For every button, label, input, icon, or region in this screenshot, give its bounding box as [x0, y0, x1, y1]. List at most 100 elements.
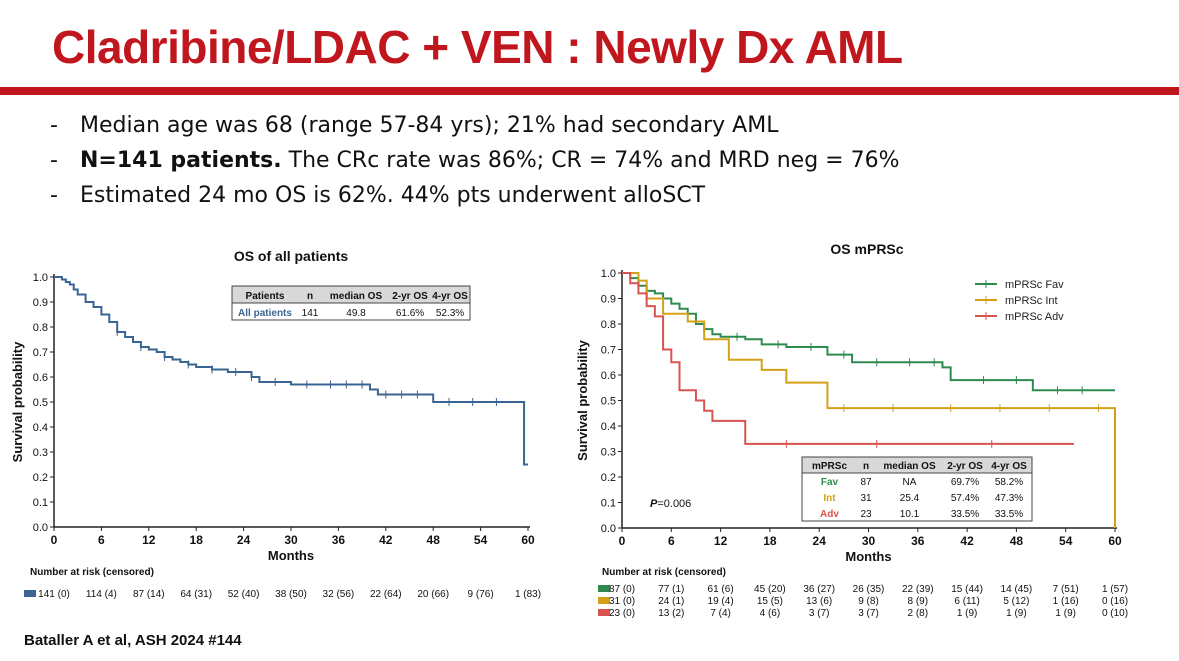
legend-label: mPRSc Int: [1005, 295, 1058, 307]
risk-value: 20 (66): [417, 589, 449, 600]
risk-value: 0 (10): [1102, 608, 1128, 619]
risk-value: 0 (16): [1102, 596, 1128, 607]
summary-table-header-bg: [231, 285, 471, 304]
summary-table-header-bg: [801, 456, 1033, 474]
os-all-patients-chart: OS of all patients 0.0 0.1 0.2 0.3 0.4 0.5 0.6 0…: [10, 248, 541, 600]
risk-value: 61 (6): [708, 584, 734, 595]
summary-table-header: 4-yr OS: [991, 461, 1027, 472]
y-tick-label: 0.3: [601, 447, 616, 459]
summary-table-header: median OS: [330, 291, 383, 302]
risk-value: 9 (8): [858, 596, 879, 607]
risk-value: 1 (16): [1053, 596, 1079, 607]
y-tick-label: 0.4: [33, 422, 48, 434]
risk-value: 22 (64): [370, 589, 402, 600]
y-tick-label: 0.5: [601, 396, 616, 408]
legend-label: mPRSc Adv: [1005, 311, 1064, 323]
x-tick-label: 54: [1059, 534, 1073, 548]
bullet-marker: -: [50, 148, 58, 173]
x-tick-label: 18: [190, 533, 204, 547]
y-tick-label: 1.0: [601, 268, 616, 280]
x-tick-label: 48: [427, 533, 441, 547]
y-tick-label: 0.8: [601, 319, 616, 331]
x-tick-label: 18: [763, 534, 777, 548]
x-axis-label: Months: [268, 548, 314, 563]
y-axis-label: Survival probability: [10, 341, 25, 462]
summary-table-header: 2-yr OS: [392, 291, 428, 302]
y-tick-label: 0.2: [33, 472, 48, 484]
summary-table-cell: 10.1: [900, 509, 920, 520]
summary-table-cell: 69.7%: [951, 477, 979, 488]
y-tick-label: 0.6: [33, 372, 48, 384]
risk-value: 13 (6): [806, 596, 832, 607]
summary-table-header: 2-yr OS: [947, 461, 983, 472]
summary-table-cell: All patients: [238, 308, 292, 319]
bullet-bold: N=141 patients.: [80, 148, 282, 173]
summary-table-header: n: [863, 461, 869, 472]
risk-value: 36 (27): [803, 584, 835, 595]
y-tick-label: 0.3: [33, 447, 48, 459]
summary-table-cell: 31: [860, 493, 872, 504]
risk-value: 13 (2): [658, 608, 684, 619]
summary-table-cell: NA: [903, 477, 917, 488]
x-tick-label: 30: [862, 534, 876, 548]
km-curve-mprsc-fav: [622, 272, 1115, 392]
risk-value: 141 (0): [38, 589, 70, 600]
km-curve-all-patients: [54, 276, 528, 466]
y-tick-label: 0.0: [33, 522, 48, 534]
risk-value: 7 (51): [1053, 584, 1079, 595]
y-tick-label: 0.7: [33, 347, 48, 359]
title-bold: Cladribine/LDAC + VEN :: [52, 21, 582, 73]
x-tick-label: 24: [237, 533, 251, 547]
y-tick-label: 0.4: [601, 421, 616, 433]
bullet-item: - Median age was 68 (range 57-84 yrs); 21…: [50, 108, 900, 143]
risk-value: 5 (12): [1003, 596, 1029, 607]
risk-value: 1 (9): [1055, 608, 1076, 619]
p-value-annotation: P=0.006: [650, 498, 691, 510]
risk-value: 1 (9): [957, 608, 978, 619]
y-tick-label: 0.8: [33, 322, 48, 334]
chart-title: OS mPRSc: [830, 241, 903, 257]
bullet-marker: -: [50, 183, 58, 208]
risk-value: 4 (6): [760, 608, 781, 619]
risk-table-label: Number at risk (censored): [30, 567, 154, 578]
summary-table-cell: 25.4: [900, 493, 920, 504]
risk-value: 24 (1): [658, 596, 684, 607]
risk-value: 1 (9): [1006, 608, 1027, 619]
summary-table-header: n: [307, 291, 313, 302]
slide-title: Cladribine/LDAC + VEN : Newly Dx AML: [52, 20, 903, 74]
x-axis-label: Months: [845, 549, 891, 564]
y-tick-label: 0.0: [601, 523, 616, 535]
risk-value: 114 (4): [86, 589, 117, 600]
y-tick-label: 0.1: [33, 497, 48, 509]
risk-row-swatch: [598, 597, 610, 604]
risk-value: 22 (39): [902, 584, 934, 595]
risk-table-label: Number at risk (censored): [602, 567, 726, 578]
summary-table-cell: 47.3%: [995, 493, 1023, 504]
x-tick-label: 60: [521, 533, 535, 547]
risk-value: 38 (50): [275, 589, 307, 600]
risk-value: 45 (20): [754, 584, 786, 595]
risk-value: 77 (1): [658, 584, 684, 595]
summary-table-cell: 23: [860, 509, 872, 520]
x-tick-label: 0: [619, 534, 626, 548]
x-tick-label: 30: [284, 533, 298, 547]
risk-value: 26 (35): [853, 584, 885, 595]
summary-table-header: median OS: [883, 461, 936, 472]
summary-table-cell: 87: [860, 477, 872, 488]
p-value-label: P: [650, 498, 658, 510]
chart-title: OS of all patients: [234, 248, 349, 264]
x-tick-label: 42: [379, 533, 393, 547]
p-value-number: =0.006: [657, 498, 691, 510]
summary-table-cell: Fav: [821, 477, 839, 488]
risk-row-swatch: [598, 609, 610, 616]
y-tick-label: 1.0: [33, 272, 48, 284]
risk-value: 3 (7): [858, 608, 879, 619]
x-tick-label: 60: [1108, 534, 1122, 548]
x-tick-label: 6: [98, 533, 105, 547]
y-axis-label: Survival probability: [575, 339, 590, 460]
x-tick-label: 12: [142, 533, 156, 547]
x-tick-label: 6: [668, 534, 675, 548]
risk-value: 19 (4): [708, 596, 734, 607]
summary-table-cell: 61.6%: [396, 308, 424, 319]
summary-table-cell: 52.3%: [436, 308, 464, 319]
